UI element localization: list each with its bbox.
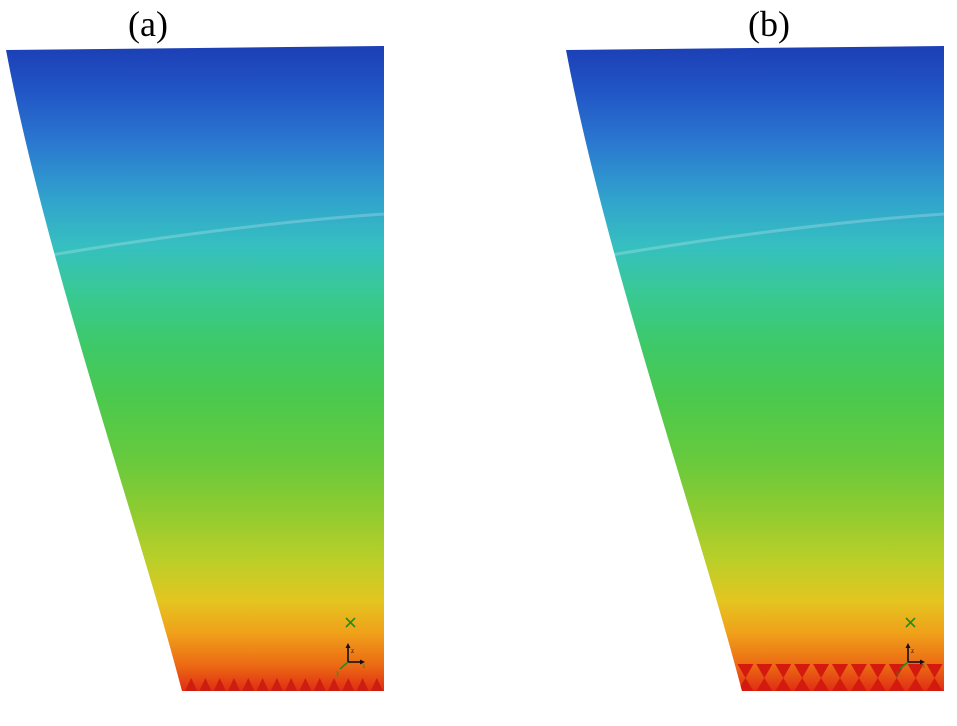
contour-plot-a: z x y xyxy=(6,46,385,691)
axes-triad-icon: z x y xyxy=(896,643,926,677)
axes-triad-icon: z x y xyxy=(336,643,366,677)
panel-a: (a) z x xyxy=(6,2,388,692)
svg-text:z: z xyxy=(911,647,914,655)
panel-label-b: (b) xyxy=(748,4,790,44)
svg-text:y: y xyxy=(336,669,340,677)
svg-text:y: y xyxy=(896,669,900,677)
panel-b: (b) z x xyxy=(566,2,948,692)
damage-markers xyxy=(185,678,383,691)
panel-label-a: (a) xyxy=(128,4,168,44)
specimen-shape xyxy=(566,46,944,691)
contour-plot-b: z x y xyxy=(566,46,945,691)
contour-band-line xyxy=(593,212,945,260)
contour-band-line xyxy=(33,212,385,260)
axis-cross-icon xyxy=(345,617,356,628)
svg-text:x: x xyxy=(362,662,366,670)
axis-cross-icon xyxy=(905,617,916,628)
specimen-shape xyxy=(6,46,384,691)
svg-text:z: z xyxy=(351,647,354,655)
svg-text:x: x xyxy=(922,662,926,670)
